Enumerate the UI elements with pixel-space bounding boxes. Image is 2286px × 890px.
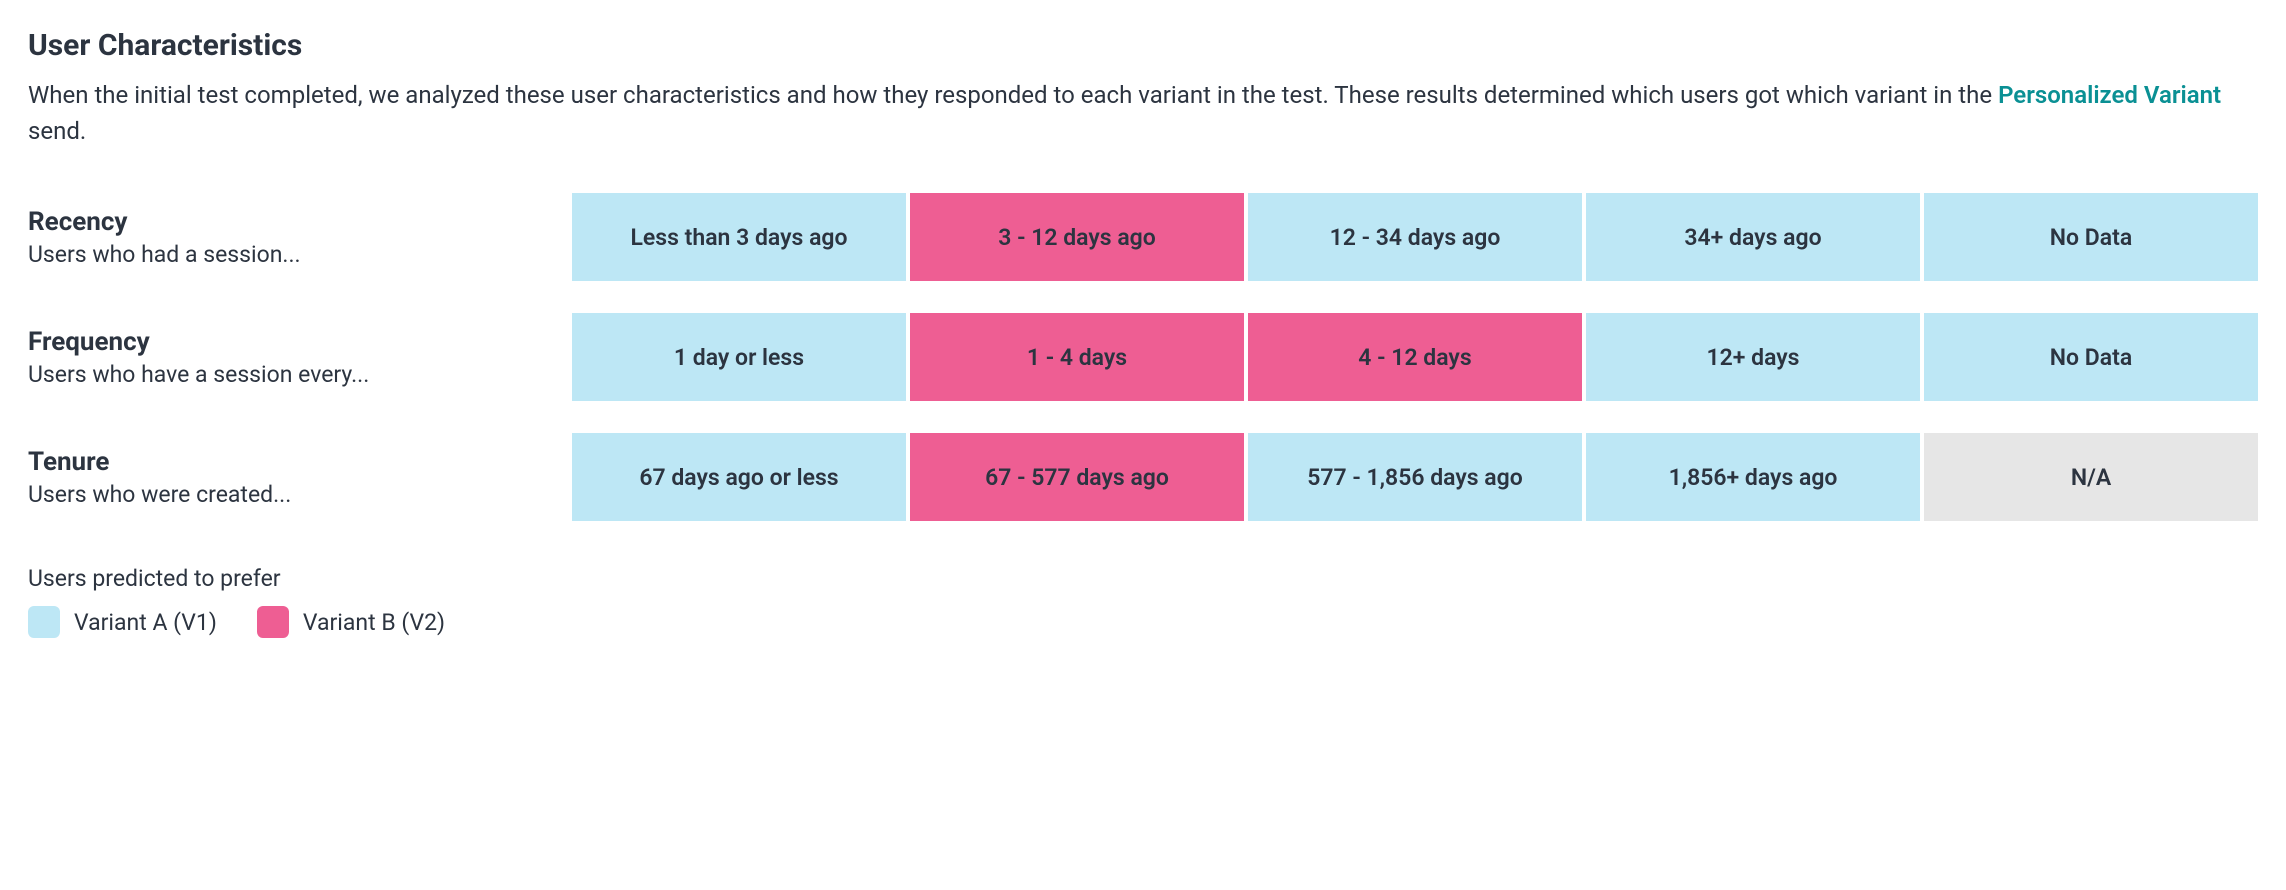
characteristic-cell: No Data	[1924, 313, 2258, 401]
characteristic-cell: 4 - 12 days	[1248, 313, 1582, 401]
characteristic-subtitle: Users who were created...	[28, 481, 548, 508]
characteristic-subtitle: Users who have a session every...	[28, 361, 548, 388]
characteristic-cell: 1,856+ days ago	[1586, 433, 1920, 521]
section-description: When the initial test completed, we anal…	[28, 77, 2258, 149]
characteristic-title: Recency	[28, 207, 548, 237]
personalized-variant-link[interactable]: Personalized Variant	[1998, 81, 2221, 109]
desc-text-pre: When the initial test completed, we anal…	[28, 81, 1998, 109]
characteristic-cell: 12+ days	[1586, 313, 1920, 401]
characteristic-label: Frequency Users who have a session every.…	[28, 327, 572, 388]
characteristic-row: Tenure Users who were created... 67 days a…	[28, 433, 2258, 521]
characteristic-label: Recency Users who had a session...	[28, 207, 572, 268]
characteristic-cell: 1 - 4 days	[910, 313, 1244, 401]
section-title: User Characteristics	[28, 28, 2258, 63]
legend-label: Variant B (V2)	[303, 609, 445, 636]
characteristic-cell: No Data	[1924, 193, 2258, 281]
characteristic-row: Recency Users who had a session... Less th…	[28, 193, 2258, 281]
legend-label: Variant A (V1)	[74, 609, 217, 636]
characteristic-cells: 1 day or less1 - 4 days4 - 12 days12+ da…	[572, 313, 2258, 401]
legend-item: Variant B (V2)	[257, 606, 445, 638]
legend: Users predicted to prefer Variant A (V1)…	[28, 565, 2258, 638]
characteristic-title: Tenure	[28, 447, 548, 477]
characteristic-cells: Less than 3 days ago3 - 12 days ago12 - …	[572, 193, 2258, 281]
legend-swatch	[257, 606, 289, 638]
legend-items: Variant A (V1) Variant B (V2)	[28, 606, 2258, 638]
characteristic-cell: 577 - 1,856 days ago	[1248, 433, 1582, 521]
characteristic-cell: 67 days ago or less	[572, 433, 906, 521]
characteristic-cell: 34+ days ago	[1586, 193, 1920, 281]
characteristic-cell: 3 - 12 days ago	[910, 193, 1244, 281]
characteristic-subtitle: Users who had a session...	[28, 241, 548, 268]
characteristic-cell: 67 - 577 days ago	[910, 433, 1244, 521]
legend-swatch	[28, 606, 60, 638]
characteristic-label: Tenure Users who were created...	[28, 447, 572, 508]
legend-title: Users predicted to prefer	[28, 565, 2258, 592]
characteristic-title: Frequency	[28, 327, 548, 357]
characteristic-cell: Less than 3 days ago	[572, 193, 906, 281]
characteristic-cell: 1 day or less	[572, 313, 906, 401]
desc-text-post: send.	[28, 117, 86, 145]
characteristics-table: Recency Users who had a session... Less th…	[28, 193, 2258, 521]
characteristic-cells: 67 days ago or less67 - 577 days ago577 …	[572, 433, 2258, 521]
characteristic-cell: N/A	[1924, 433, 2258, 521]
legend-item: Variant A (V1)	[28, 606, 217, 638]
characteristic-cell: 12 - 34 days ago	[1248, 193, 1582, 281]
characteristic-row: Frequency Users who have a session every.…	[28, 313, 2258, 401]
